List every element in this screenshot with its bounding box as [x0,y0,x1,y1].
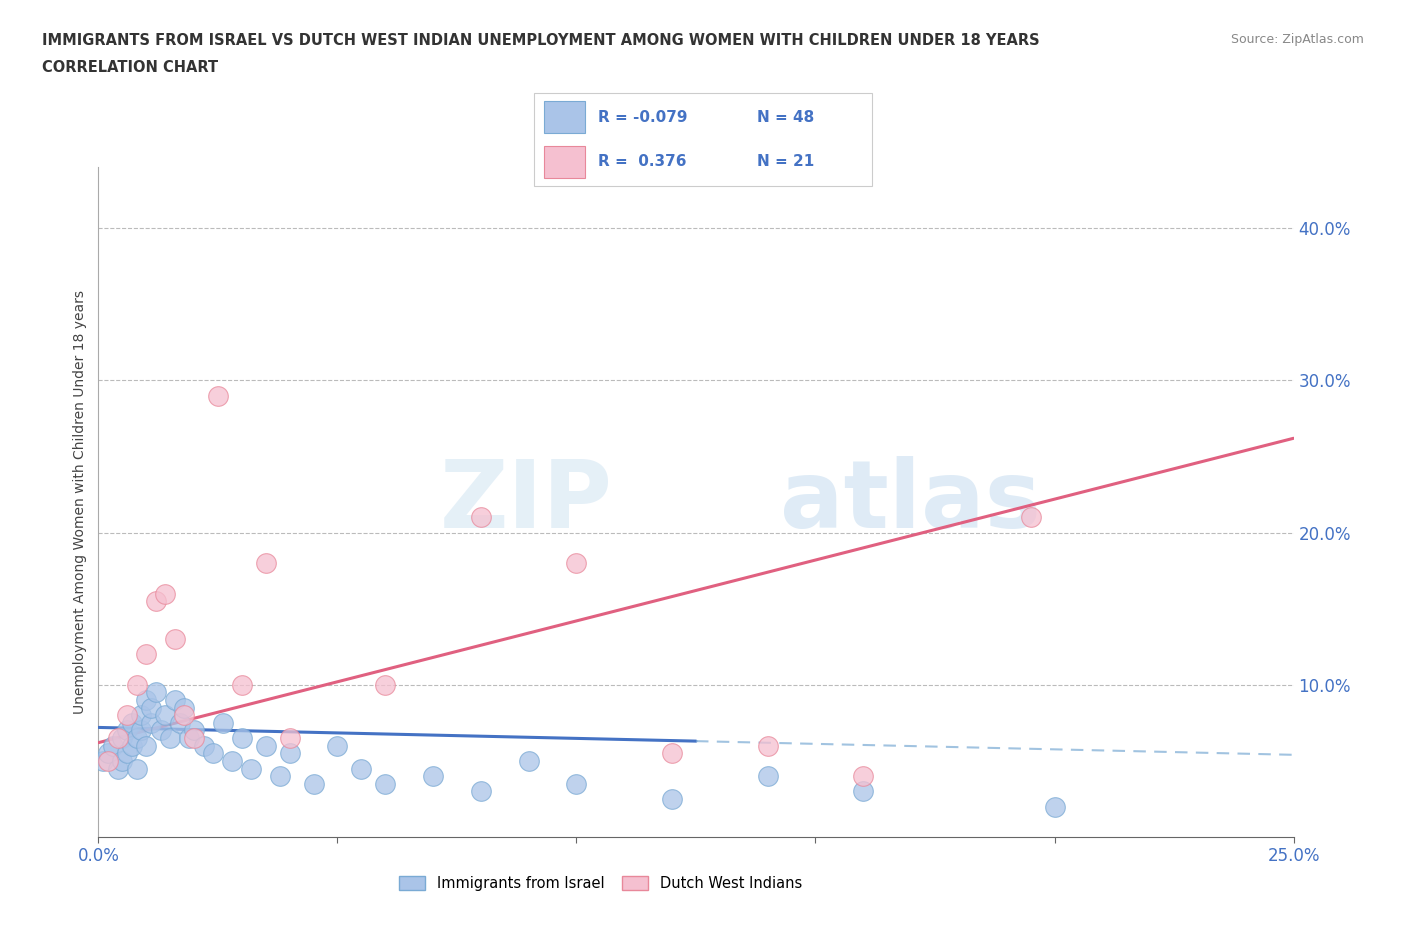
Point [135,693,157,708]
Text: IMMIGRANTS FROM ISRAEL VS DUTCH WEST INDIAN UNEMPLOYMENT AMONG WOMEN WITH CHILDR: IMMIGRANTS FROM ISRAEL VS DUTCH WEST IND… [42,33,1040,47]
Point [139,700,162,715]
Text: CORRELATION CHART: CORRELATION CHART [42,60,218,75]
Point [131,708,153,723]
Point [231,731,253,746]
Point [374,677,396,692]
Text: N = 21: N = 21 [756,154,814,169]
Point [221,753,243,768]
Point [231,677,253,692]
Point [565,777,588,791]
Point [139,715,162,730]
Point [756,769,779,784]
Point [155,586,177,601]
Point [135,647,157,662]
Point [179,731,201,746]
Legend: Immigrants from Israel, Dutch West Indians: Immigrants from Israel, Dutch West India… [392,870,808,897]
Point [240,761,263,776]
Point [97,746,120,761]
Point [173,700,195,715]
Point [1019,510,1042,525]
Point [661,791,683,806]
Point [254,555,277,570]
Text: R =  0.376: R = 0.376 [599,154,688,169]
Point [183,723,205,737]
Point [97,753,120,768]
Point [115,723,138,737]
Point [326,738,349,753]
Point [115,746,138,761]
Point [350,761,373,776]
Point [107,761,129,776]
Point [111,731,134,746]
Point [145,593,167,608]
Point [202,746,225,761]
Point [207,388,229,403]
Bar [544,146,585,178]
Point [211,715,233,730]
Y-axis label: Unemployment Among Women with Children Under 18 years: Unemployment Among Women with Children U… [73,290,87,714]
Point [173,708,195,723]
Point [852,784,875,799]
Point [193,738,215,753]
Text: atlas: atlas [779,457,1040,548]
Point [163,693,186,708]
Point [470,784,492,799]
Point [422,769,444,784]
Point [756,738,779,753]
Point [163,631,186,646]
Point [125,761,148,776]
Point [159,731,181,746]
Point [91,753,114,768]
Text: N = 48: N = 48 [756,110,814,125]
Point [125,677,148,692]
Text: R = -0.079: R = -0.079 [599,110,688,125]
Point [278,746,301,761]
Point [1043,799,1066,814]
Point [107,731,129,746]
Point [269,769,291,784]
Point [374,777,396,791]
Point [183,731,205,746]
Point [149,723,172,737]
Point [101,738,124,753]
Point [169,715,191,730]
Point [131,723,153,737]
Point [115,708,138,723]
Point [121,715,143,730]
Text: ZIP: ZIP [440,457,613,548]
Point [661,746,683,761]
Point [121,738,143,753]
Point [125,731,148,746]
Point [470,510,492,525]
Point [254,738,277,753]
Point [111,753,134,768]
Point [565,555,588,570]
Text: Source: ZipAtlas.com: Source: ZipAtlas.com [1230,33,1364,46]
Point [852,769,875,784]
Point [155,708,177,723]
Point [145,685,167,700]
Bar [544,101,585,133]
Point [135,738,157,753]
FancyBboxPatch shape [534,93,872,186]
Point [302,777,325,791]
Point [517,753,540,768]
Point [278,731,301,746]
